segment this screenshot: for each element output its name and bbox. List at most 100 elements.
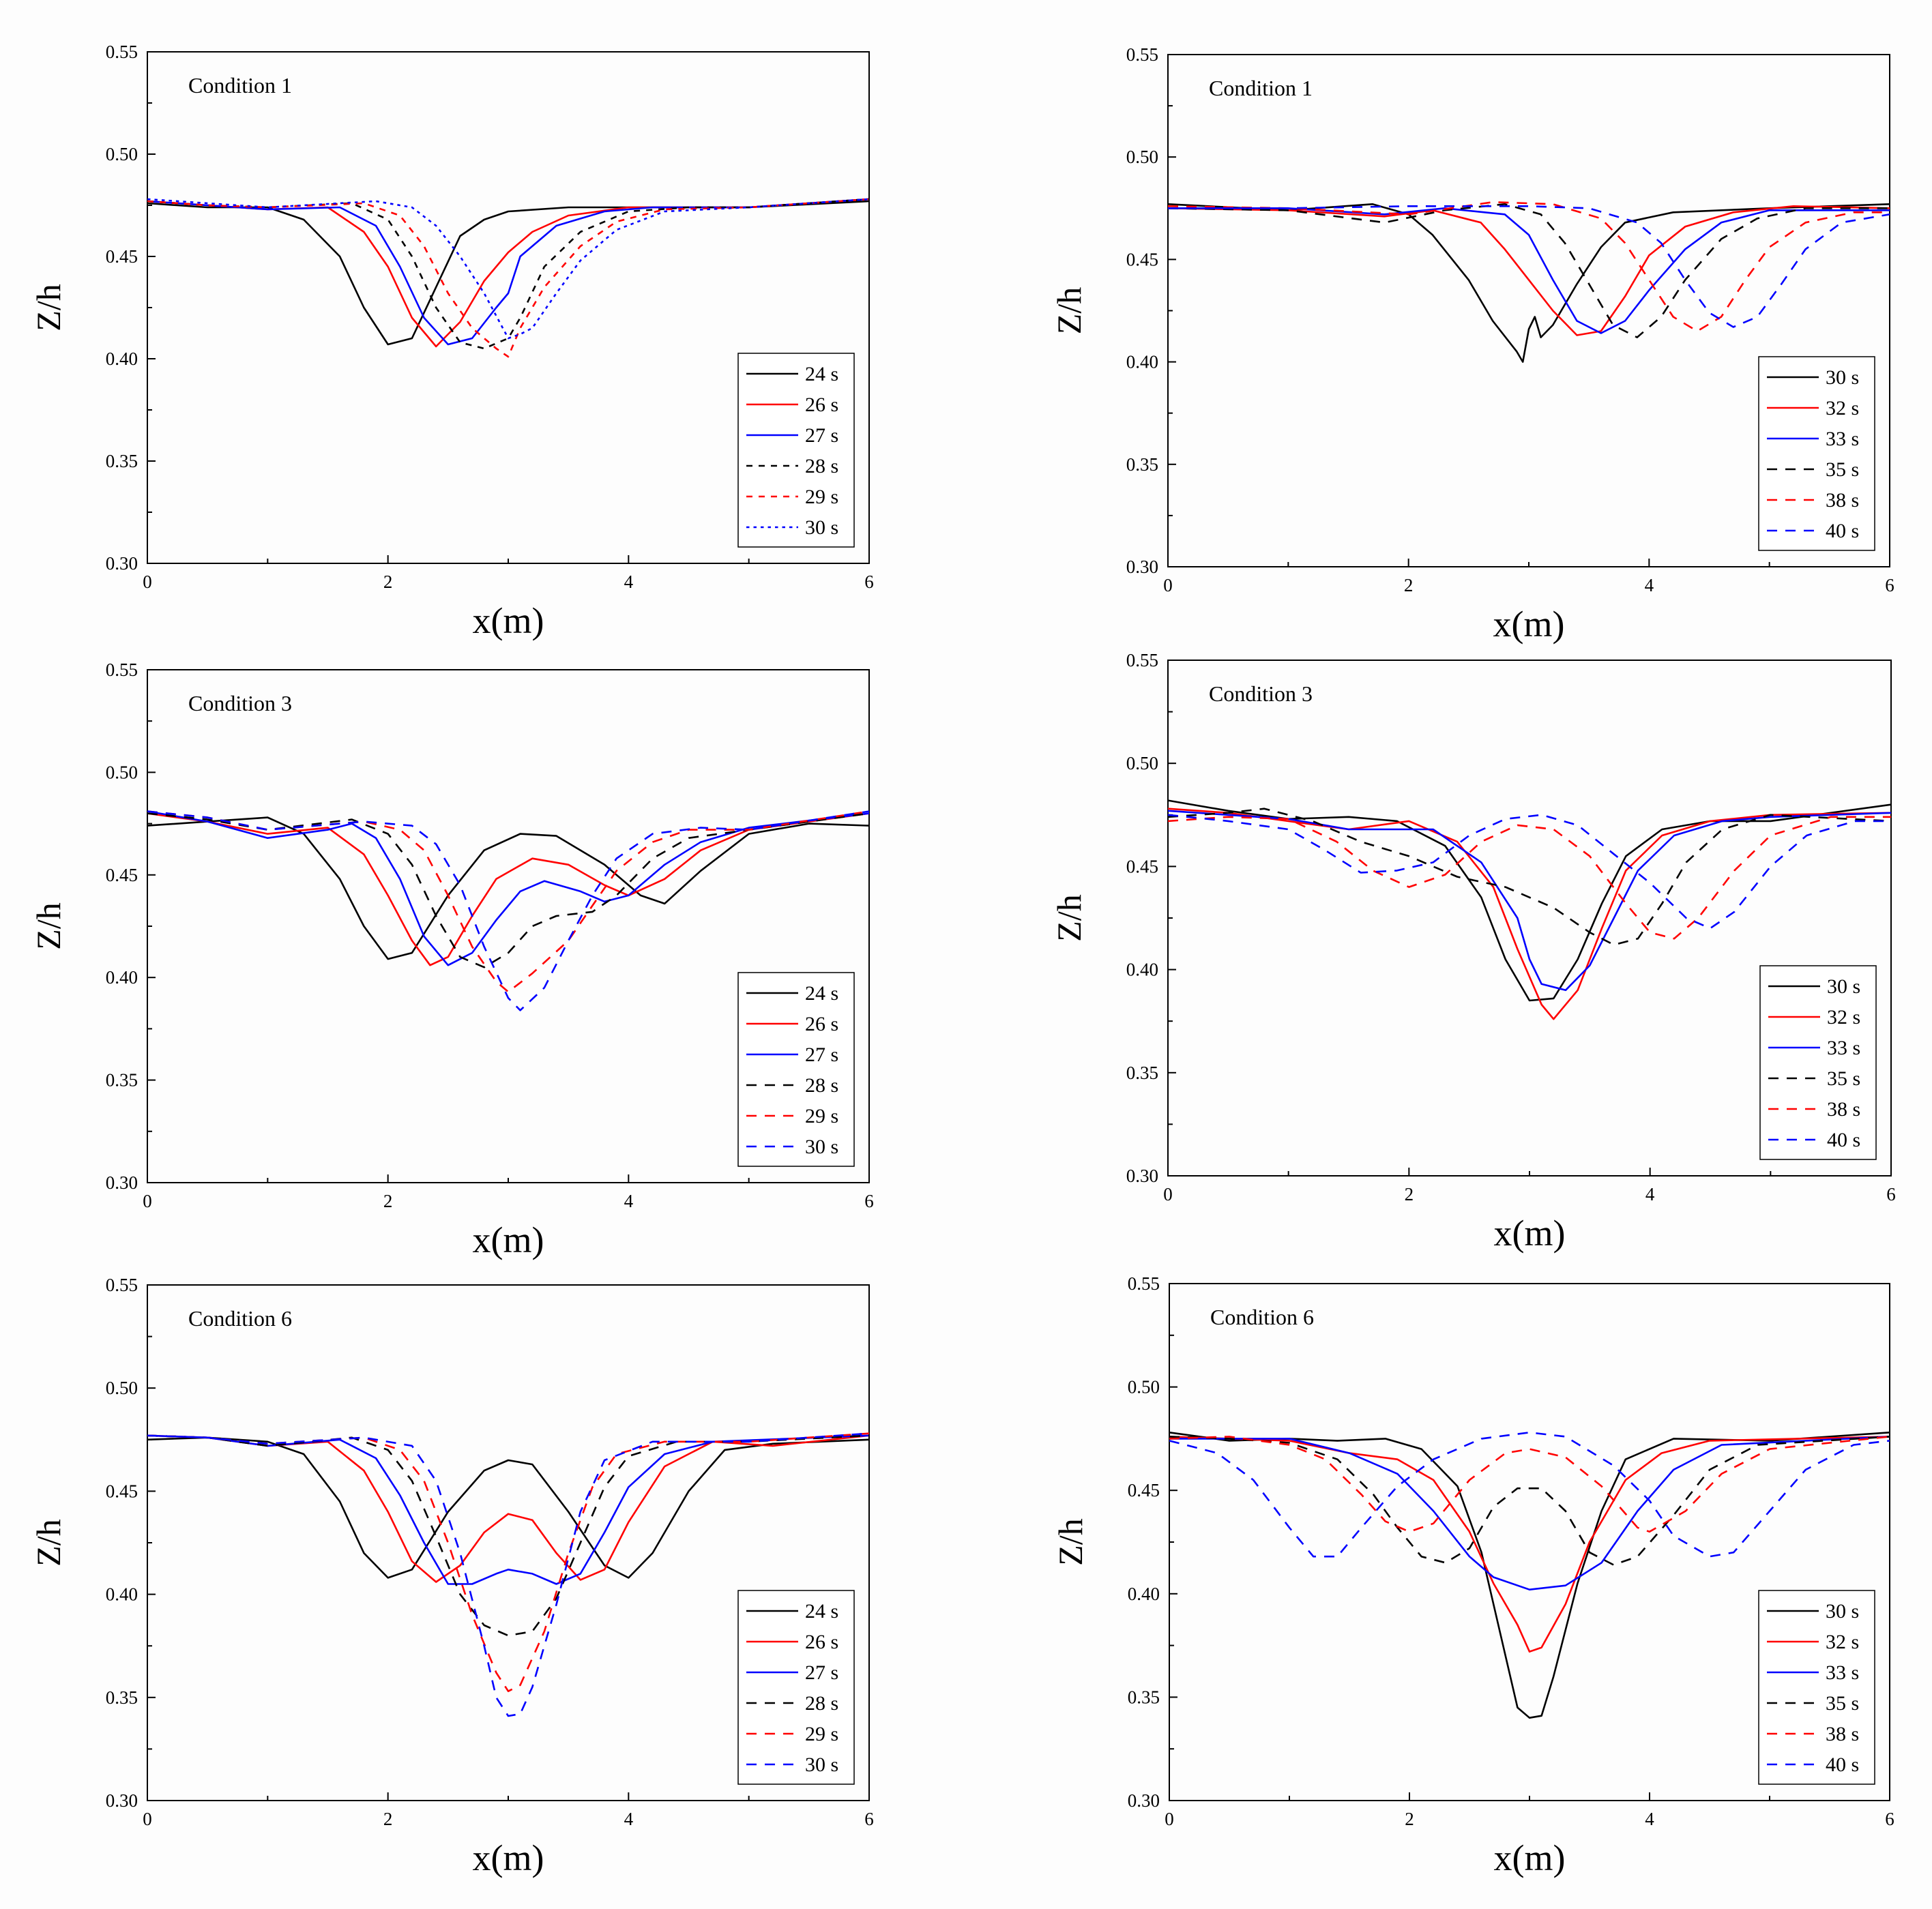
legend-box [1758,1590,1875,1785]
legend-label: 30 s [1827,975,1860,998]
x-tick-label: 0 [143,1191,152,1211]
y-tick-label: 0.50 [106,1378,138,1398]
legend-label: 28 s [805,1692,838,1715]
x-tick-label: 6 [1885,575,1894,595]
legend-box [737,1590,855,1785]
y-tick-label: 0.50 [1126,753,1158,773]
legend-label: 28 s [805,455,838,477]
chart-title: Condition 6 [188,1306,292,1331]
chart-title: Condition 3 [188,691,292,715]
legend: 24 s 26 s 27 s 28 s 29 s 30 s [737,1590,855,1785]
series-line-38s [1168,816,1891,940]
y-tick-label: 0.55 [1126,44,1158,65]
x-tick-label: 2 [1404,575,1414,595]
y-tick-label: 0.40 [106,1584,138,1605]
legend: 24 s 26 s 27 s 28 s 29 s 30 s [737,353,855,548]
legend-label: 38 s [1826,489,1859,512]
x-tick-label: 0 [143,1809,152,1829]
y-axis-label: Z/h [1050,287,1088,334]
y-tick-label: 0.50 [106,144,138,164]
series-line-30s [1169,1432,1890,1719]
x-tick-label: 0 [1165,1809,1174,1829]
series-line-35s [1168,808,1891,946]
legend-label: 38 s [1826,1723,1859,1745]
y-tick-label: 0.55 [106,660,138,680]
chart-svg: 0.30 0.35 0.40 0.45 0.50 0.55 0 2 4 6 x(m) Z/h Condi… [29,1275,874,1878]
y-tick-label: 0.40 [1126,352,1158,372]
y-axis-label: Z/h [29,902,68,949]
x-tick-label: 4 [624,1809,634,1829]
y-tick-label: 0.50 [1126,147,1158,167]
legend-label: 33 s [1826,1661,1859,1684]
legend-label: 35 s [1826,1692,1859,1715]
x-axis-label: x(m) [1494,1837,1566,1878]
series-line-33s [1169,1436,1890,1590]
x-tick-label: 6 [864,572,874,592]
series-line-38s [1169,1436,1890,1533]
x-tick-label: 0 [1163,1184,1173,1204]
x-tick-label: 6 [864,1191,874,1211]
series-line-40s [1168,205,1890,328]
x-tick-label: 4 [1645,1809,1654,1829]
series-line-33s [1168,207,1890,334]
x-tick-label: 0 [143,572,152,592]
legend-label: 35 s [1826,458,1859,481]
y-tick-label: 0.40 [1128,1584,1160,1604]
y-axis-label: Z/h [29,1519,68,1566]
legend-label: 40 s [1826,520,1859,542]
chart-svg: 0.30 0.35 0.40 0.45 0.50 0.55 0 2 4 6 x(m) Z/h Condi… [1050,44,1894,645]
legend-label: 27 s [805,1661,838,1684]
legend-label: 26 s [805,1013,838,1035]
chart-title: Condition 3 [1209,681,1313,706]
x-tick-label: 6 [1886,1184,1896,1204]
chart-panel-1: 0.30 0.35 0.40 0.45 0.50 0.55 0 2 4 6 x(m) Z/h Condi… [0,27,914,655]
legend-box [1758,356,1875,551]
y-tick-label: 0.30 [106,1172,138,1193]
chart-panel-6: 0.30 0.35 0.40 0.45 0.50 0.55 0 2 4 6 x(m) Z/h Condi… [1021,1269,1932,1896]
y-tick-label: 0.30 [1128,1790,1160,1811]
series-line-29s [147,810,869,993]
x-tick-label: 4 [1645,1184,1655,1204]
y-tick-label: 0.35 [106,451,138,471]
chart-panel-3: 0.30 0.35 0.40 0.45 0.50 0.55 0 2 4 6 x(m) Z/h Condi… [0,648,914,1275]
x-tick-label: 2 [383,1191,393,1211]
legend: 24 s 26 s 27 s 28 s 29 s 30 s [737,972,855,1167]
x-axis-label: x(m) [1494,1213,1566,1254]
legend-label: 24 s [805,982,838,1005]
x-tick-label: 6 [864,1809,874,1829]
legend-label: 27 s [805,1044,838,1066]
chart-svg: 0.30 0.35 0.40 0.45 0.50 0.55 0 2 4 6 x(m) Z/h Condi… [29,660,874,1260]
chart-svg: 0.30 0.35 0.40 0.45 0.50 0.55 0 2 4 6 x(m) Z/h Condi… [1051,1273,1894,1878]
legend-label: 27 s [805,424,838,447]
series-line-40s [1168,814,1891,930]
y-tick-label: 0.30 [106,1790,138,1811]
series-line-27s [147,198,869,346]
y-tick-label: 0.50 [1128,1377,1160,1397]
legend: 30 s 32 s 33 s 35 s 38 s 40 s [1758,1590,1875,1785]
y-tick-label: 0.45 [106,1481,138,1501]
y-tick-label: 0.45 [1128,1480,1160,1500]
y-tick-label: 0.45 [106,246,138,267]
series-line-26s [147,198,869,348]
chart-panel-2: 0.30 0.35 0.40 0.45 0.50 0.55 0 2 4 6 x(m) Z/h Condi… [1021,27,1932,655]
legend-label: 30 s [1826,366,1859,389]
y-tick-label: 0.35 [106,1070,138,1091]
chart-title: Condition 1 [1209,76,1313,100]
legend-label: 30 s [1826,1600,1859,1623]
legend-label: 40 s [1827,1129,1860,1151]
legend-label: 33 s [1826,428,1859,450]
y-axis-label: Z/h [1051,1518,1089,1565]
series-line-24s [147,200,869,346]
series-line-27s [147,1434,869,1585]
y-tick-label: 0.35 [1126,1063,1158,1083]
legend-label: 30 s [805,1753,838,1776]
y-tick-label: 0.35 [106,1687,138,1708]
legend: 30 s 32 s 33 s 35 s 38 s 40 s [1759,965,1877,1160]
legend-label: 29 s [805,1105,838,1127]
chart-svg: 0.30 0.35 0.40 0.45 0.50 0.55 0 2 4 6 x(m) Z/h Condi… [1050,650,1896,1254]
y-tick-label: 0.50 [106,762,138,782]
series-line-26s [147,812,869,966]
y-axis-label: Z/h [1050,894,1088,941]
series-line-40s [1169,1432,1890,1558]
legend-label: 24 s [805,363,838,385]
